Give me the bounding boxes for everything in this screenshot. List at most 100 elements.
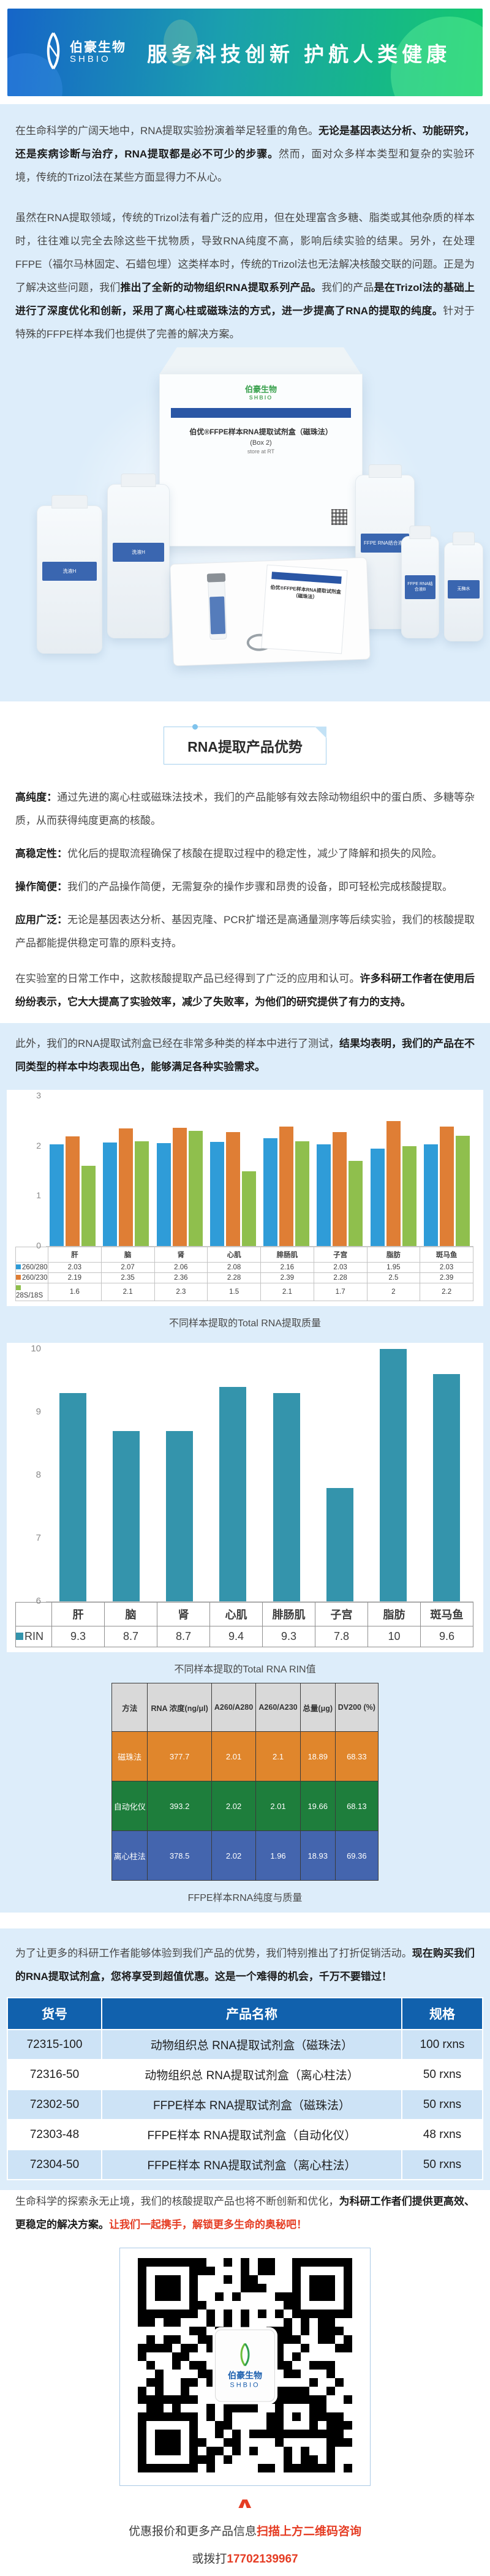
- table-row: 72303-48 FFPE样本 RNA提取试剂盒（自动化仪） 48 rxns: [7, 2119, 483, 2150]
- bottle-label: FFPE RNA结合液B: [404, 575, 436, 600]
- bar-group-心肌: [206, 1131, 260, 1246]
- bar-28S/18S: [188, 1131, 203, 1246]
- paragraph-text: 为了让更多的科研工作者能够体验到我们产品的优势，我们特别推出了打折促销活动。: [15, 1947, 412, 1959]
- qr-logo-text-en: SHBIO: [230, 2381, 260, 2389]
- series-value: 2.39: [260, 1272, 314, 1283]
- chart-caption: 不同样本提取的Total RNA提取质量: [168, 1318, 322, 1329]
- category-label: 子宫: [313, 1247, 368, 1263]
- footer-text: 或拨打: [192, 2553, 227, 2566]
- value-cell: 2.02: [211, 1781, 257, 1831]
- series-name: 260/230: [15, 1272, 48, 1283]
- bar-group-肝: [46, 1393, 99, 1601]
- series-value: 10: [368, 1626, 421, 1647]
- bag-card-title: 伯优®FFPE样本RNA提取试剂盒（磁珠法）: [270, 584, 342, 600]
- y-axis-tick: 9: [36, 1407, 41, 1417]
- paragraph-text: 此外，我们的RNA提取试剂盒已经在非常多种类的样本中进行了测试，: [15, 1038, 339, 1049]
- spec-cell: 50 rxns: [401, 2059, 483, 2090]
- kit-box-subtitle: (Box 2): [250, 439, 272, 447]
- category-label: 肝: [51, 1602, 105, 1626]
- product-photo: 伯豪生物 SHBIO 伯优®FFPE样本RNA提取试剂盒（磁珠法） (Box 2)…: [15, 347, 483, 671]
- sku-cell: 72303-48: [7, 2119, 102, 2150]
- tested-paragraph: 此外，我们的RNA提取试剂盒已经在非常多种类的样本中进行了测试，结果均表明，我们…: [0, 1032, 490, 1079]
- bar-RIN: [326, 1487, 353, 1601]
- logo-text-cn: 伯豪生物: [70, 40, 126, 55]
- ffpe-column-header: 总量(μg): [300, 1683, 336, 1732]
- bar-group-心肌: [206, 1386, 260, 1601]
- category-label: 脑: [100, 1247, 155, 1263]
- value-cell: 393.2: [147, 1781, 212, 1831]
- chart-rna-rin: 6 7 8 9 10 肝脑肾心肌 腓肠肌 子宫 脂肪 斑马鱼 RIN 9.3 8.7 8.7 9.4 9.3…: [7, 1343, 483, 1652]
- bar-260/280: [317, 1144, 331, 1246]
- series-name: RIN: [15, 1626, 52, 1647]
- paragraph-text: 虽然在RNA提取领域，传统的Trizol法有着广泛的应用，但在处理富含多糖、脂类…: [15, 212, 475, 293]
- paragraph-bold-text: 结果均表明，我们的产品在不同类型的样本中均表现出色，能够满足各种实验需求。: [15, 1038, 475, 1073]
- feature-item: 操作简便：我们的产品操作简便，无需复杂的操作步骤和昂贵的设备，即可轻松完成核酸提…: [15, 881, 453, 893]
- category-label: 子宫: [315, 1602, 368, 1626]
- category-label: 斑马鱼: [420, 1602, 473, 1626]
- value-cell: 2.1: [255, 1731, 301, 1781]
- bar-group-脂肪: [367, 1349, 420, 1601]
- value-cell: 68.33: [334, 1731, 379, 1781]
- bar-group-腓肠肌: [260, 1393, 313, 1601]
- series-value: 1.7: [313, 1283, 368, 1301]
- bar-28S/18S: [241, 1171, 256, 1246]
- ffpe-quality-table: 方法 RNA 浓度(ng/μl) A260/A280 A260/A230 总量(μg) D…: [111, 1683, 379, 1881]
- qr-logo-text-cn: 伯豪生物: [228, 2370, 262, 2381]
- table-row: 自动化仪 393.2 2.02 2.01 19.66 68.13: [111, 1781, 379, 1831]
- value-cell: 18.93: [300, 1830, 336, 1881]
- table-row: 72316-50 动物组织总 RNA提取试剂盒（离心柱法） 50 rxns: [7, 2059, 483, 2090]
- series-value: 2.1: [260, 1283, 314, 1301]
- legend-swatch: [16, 1264, 21, 1269]
- series-value: 2.16: [260, 1262, 314, 1273]
- bottle-label: 无酶水: [447, 580, 480, 599]
- method-cell: 自动化仪: [111, 1781, 148, 1831]
- bar-260/280: [156, 1143, 171, 1246]
- chart-caption: 不同样本提取的Total RNA RIN值: [174, 1664, 316, 1675]
- product-name-cell: 动物组织总 RNA提取试剂盒（磁珠法）: [101, 2029, 402, 2060]
- bar-RIN: [380, 1349, 407, 1601]
- method-cell: 磁珠法: [111, 1731, 148, 1781]
- logo-text-en: SHBIO: [70, 53, 111, 64]
- bar-RIN: [166, 1430, 194, 1601]
- y-axis-tick: 10: [31, 1343, 41, 1354]
- reagent-bottle: 无酶水: [444, 542, 483, 641]
- bar-260/230: [225, 1131, 240, 1246]
- category-label: 腓肠肌: [260, 1247, 314, 1263]
- value-cell: 19.66: [300, 1781, 336, 1831]
- bar-260/230: [119, 1128, 134, 1246]
- banner-decor-blob: [164, 20, 198, 66]
- chart-bars: [46, 1349, 473, 1601]
- sku-cell: 72304-50: [7, 2149, 102, 2180]
- spec-cell: 100 rxns: [401, 2029, 483, 2060]
- chart-plot-area: 0 1 2 3: [36, 1090, 473, 1250]
- spec-cell: 48 rxns: [401, 2119, 483, 2150]
- promo-paragraph: 为了让更多的科研工作者能够体验到我们产品的优势，我们特别推出了打折促销活动。现在…: [0, 1942, 490, 1989]
- series-value: 2.07: [100, 1262, 155, 1273]
- series-name: 28S/18S: [15, 1283, 48, 1301]
- kit-box-lid: [159, 347, 361, 374]
- product-column-header: 产品名称: [101, 1997, 402, 2030]
- value-cell: 69.36: [334, 1830, 379, 1881]
- series-value: 2: [366, 1283, 421, 1301]
- intro-paragraph-2: 虽然在RNA提取领域，传统的Trizol法有着广泛的应用，但在处理富含多糖、脂类…: [15, 206, 475, 346]
- series-value: 8.7: [157, 1626, 210, 1647]
- bar-RIN: [433, 1374, 461, 1601]
- bar-group-子宫: [313, 1487, 366, 1601]
- value-cell: 68.13: [334, 1781, 379, 1831]
- series-value: 2.5: [366, 1272, 421, 1283]
- series-value: 1.5: [207, 1283, 261, 1301]
- table-caption: FFPE样本RNA纯度与质量: [187, 1893, 303, 1903]
- method-cell: 离心柱法: [111, 1830, 148, 1881]
- chart-table-category-row: 肝脑肾心肌 腓肠肌 子宫 脂肪 斑马鱼: [15, 1247, 473, 1263]
- footer-phone-number: 17702139967: [227, 2553, 298, 2566]
- series-name: 260/280: [15, 1262, 48, 1273]
- dna-helix-icon: [43, 32, 64, 73]
- qr-center-logo: 伯豪生物 SHBIO: [215, 2329, 275, 2402]
- bar-group-脑: [99, 1128, 153, 1246]
- ffpe-column-header: A260/A230: [255, 1683, 301, 1732]
- series-value: 7.8: [315, 1626, 368, 1647]
- category-label: 心肌: [209, 1602, 263, 1626]
- paragraph-red-text: 让我们一起携手，解锁更多生命的奥秘吧！: [109, 2219, 307, 2230]
- reagent-bottle: 洗液H: [37, 505, 102, 654]
- value-cell: 378.5: [147, 1830, 212, 1881]
